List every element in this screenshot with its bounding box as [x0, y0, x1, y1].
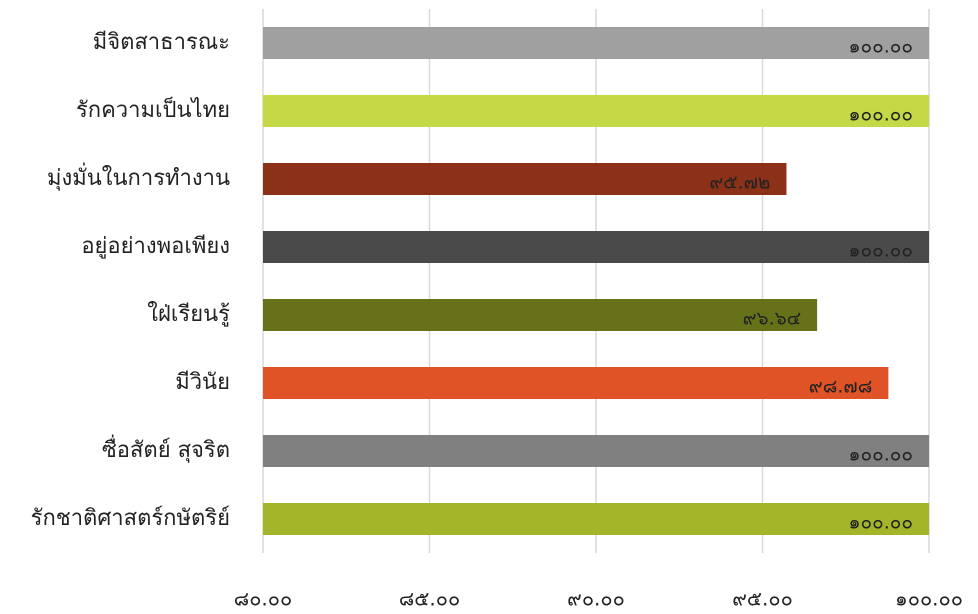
- x-tick-label: ๑๐๐.๐๐: [895, 587, 963, 611]
- value-label: ๑๐๐.๐๐: [849, 36, 914, 58]
- bar: [263, 367, 889, 399]
- bar: [263, 27, 929, 59]
- bar: [263, 163, 787, 195]
- value-label: ๙๘.๗๘: [809, 376, 873, 398]
- x-tick-label: ๘๕.๐๐: [399, 587, 460, 611]
- bar: [263, 435, 929, 467]
- value-label: ๙๕.๗๒: [709, 172, 770, 194]
- bar: [263, 299, 818, 331]
- bar: [263, 95, 929, 127]
- category-label: ซื่อสัตย์ สุจริต: [102, 434, 230, 463]
- value-label: ๑๐๐.๐๐: [849, 240, 914, 262]
- category-label: มีจิตสาธารณะ: [93, 30, 230, 55]
- value-label: ๑๐๐.๐๐: [849, 104, 914, 126]
- category-label: อยู่อย่างพอเพียง: [81, 234, 230, 259]
- value-label: ๙๖.๖๔: [743, 308, 801, 330]
- bar: [263, 231, 929, 263]
- value-label: ๑๐๐.๐๐: [849, 512, 914, 534]
- x-tick-label: ๙๕.๐๐: [732, 587, 793, 611]
- category-label: มุ่งมั่นในการทำงาน: [47, 162, 230, 191]
- x-tick-label: ๙๐.๐๐: [567, 587, 625, 611]
- category-label: ใฝ่เรียนรู้: [147, 301, 230, 327]
- category-label: มีวินัย: [175, 370, 230, 395]
- category-label: รักชาติศาสตร์กษัตริย์: [31, 506, 230, 531]
- bar: [263, 503, 929, 535]
- x-tick-label: ๘๐.๐๐: [234, 587, 292, 611]
- category-label: รักความเป็นไทย: [76, 95, 230, 123]
- value-label: ๑๐๐.๐๐: [849, 444, 914, 466]
